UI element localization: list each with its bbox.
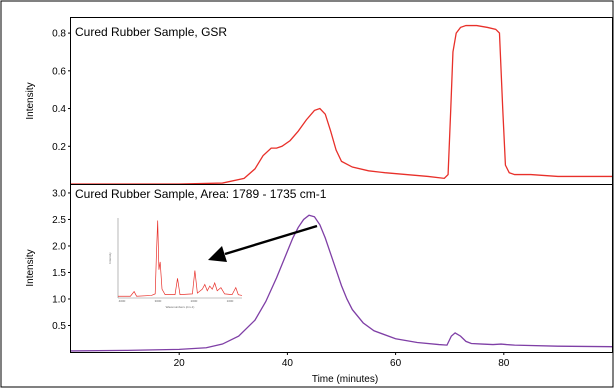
spectrum-inset: Intensity Wavenumbers (cm-1) 4000 3000 2… [108,218,243,309]
inset-x-tick-2000: 2000 [191,299,198,303]
x-tick-label: 40 [282,358,294,369]
bottom-panel-title: Cured Rubber Sample, Area: 1789 - 1735 c… [75,187,327,201]
inset-x-tick-1000: 1000 [227,299,234,303]
inset-x-tick-4000: 4000 [119,299,126,303]
bottom-y-tick-label: 1.0 [52,294,66,305]
inset-spectrum-line [118,220,243,297]
bottom-y-tick-label: 2.0 [52,241,66,252]
top-y-tick-label: 0.8 [52,29,66,40]
top-y-axis-label: Intensity [25,82,36,119]
gsr-series-line [71,24,612,185]
top-y-ticks: 0.2 0.4 0.6 0.8 [52,29,71,153]
arrow-head [208,246,227,262]
x-tick-label: 60 [390,358,402,369]
arrow-shaft [224,224,318,256]
bottom-y-tick-label: 2.5 [52,215,66,226]
bottom-x-ticks: 20 40 60 80 [174,352,510,369]
bottom-y-tick-label: 3.0 [52,188,66,199]
bottom-y-axis-label: Intensity [25,249,36,286]
bottom-plot-border [70,184,613,353]
inset-x-tick-3000: 3000 [155,299,162,303]
x-tick-label: 20 [174,358,186,369]
annotation-arrow [208,224,318,262]
top-y-tick-label: 0.4 [52,104,66,115]
top-panel-title: Cured Rubber Sample, GSR [75,25,227,39]
bottom-panel: Cured Rubber Sample, Area: 1789 - 1735 c… [25,184,613,385]
top-y-tick-label: 0.2 [52,142,66,153]
bottom-y-tick-label: 0.5 [52,321,66,332]
area-series-line [70,214,613,352]
inset-x-label: Wavenumbers (cm-1) [166,305,195,309]
bottom-y-tick-label: 1.5 [52,268,66,279]
bottom-y-ticks: 0.5 1.0 1.5 2.0 2.5 3.0 [52,188,71,332]
inset-y-label: Intensity [108,252,112,264]
x-axis-label: Time (minutes) [312,374,378,385]
top-y-tick-label: 0.6 [52,66,66,77]
x-tick-label: 80 [498,358,510,369]
